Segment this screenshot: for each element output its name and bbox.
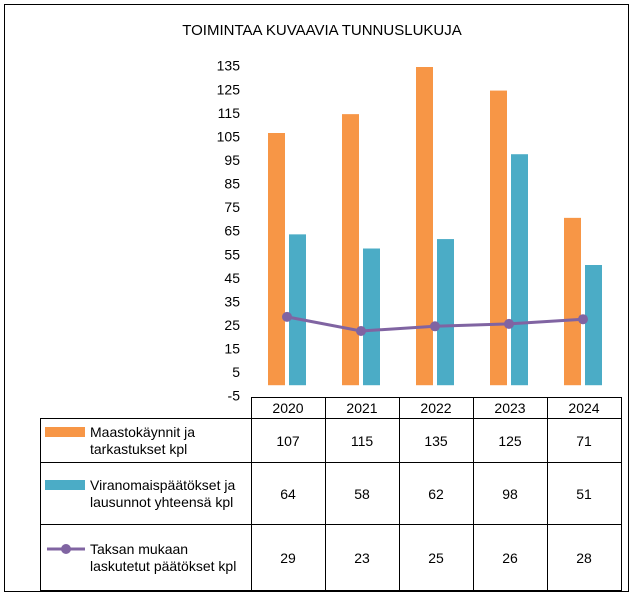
bar <box>363 248 380 386</box>
bar <box>490 90 507 386</box>
legend-label: Taksan mukaan laskutetut päätökset kpl <box>90 540 237 574</box>
legend-marker <box>45 541 87 558</box>
bar <box>437 239 454 386</box>
bar <box>564 217 581 386</box>
y-tick-label: 135 <box>217 58 241 74</box>
x-tick-label: 2024 <box>546 397 622 419</box>
x-tick-label: 2023 <box>472 397 548 419</box>
table-value: 62 <box>398 462 474 525</box>
y-tick-label: 45 <box>224 270 240 286</box>
y-tick-label: 25 <box>224 317 240 333</box>
table-header-row: 2020 2021 2022 2023 2024 <box>40 397 622 419</box>
table-row: Taksan mukaan laskutetut päätökset kpl 29… <box>40 524 622 591</box>
x-tick-label: 2021 <box>324 397 400 419</box>
legend-label: Maastokäynnit ja tarkastukset kpl <box>90 423 196 457</box>
table-corner <box>40 397 252 419</box>
y-tick-label: 5 <box>232 364 240 380</box>
chart-title: TOIMINTAA KUVAAVIA TUNNUSLUKUJA <box>182 22 462 39</box>
y-tick-label: 95 <box>224 152 240 168</box>
table-value: 26 <box>472 524 548 591</box>
table-value: 107 <box>250 418 326 463</box>
table-value: 125 <box>472 418 548 463</box>
legend-marker <box>45 477 87 494</box>
table-value: 29 <box>250 524 326 591</box>
table-value: 51 <box>546 462 622 525</box>
y-tick-label: 85 <box>224 176 240 192</box>
bar <box>268 133 285 386</box>
table-value: 28 <box>546 524 622 591</box>
y-tick-label: 35 <box>224 293 240 309</box>
legend-cell: Taksan mukaan laskutetut päätökset kpl <box>40 524 252 591</box>
bar <box>585 265 602 386</box>
legend-entry: Maastokäynnit ja tarkastukset kpl <box>41 422 251 460</box>
y-tick-label: 75 <box>224 199 240 215</box>
y-tick-label: 55 <box>224 246 240 262</box>
legend-marker <box>45 424 87 441</box>
y-tick-label: 105 <box>217 128 241 144</box>
bar <box>416 67 433 386</box>
line-point <box>356 326 366 336</box>
legend-cell: Viranomaispäätökset ja lausunnot yhteens… <box>40 462 252 525</box>
table-value: 135 <box>398 418 474 463</box>
y-tick-label: 15 <box>224 341 240 357</box>
line-point <box>430 321 440 332</box>
bar <box>342 114 359 386</box>
table-value: 58 <box>324 462 400 525</box>
data-table: 2020 2021 2022 2023 2024 Maastokäynnit ja tar… <box>40 397 622 591</box>
table-value: 71 <box>546 418 622 463</box>
bar <box>511 154 528 386</box>
x-tick-label: 2020 <box>250 397 326 419</box>
table-value: 23 <box>324 524 400 591</box>
bar <box>289 234 306 386</box>
line-point <box>282 311 292 322</box>
legend-entry: Taksan mukaan laskutetut päätökset kpl <box>41 539 251 577</box>
table-value: 25 <box>398 524 474 591</box>
y-tick-label: 65 <box>224 223 240 239</box>
line-point <box>578 314 588 325</box>
table-value: 98 <box>472 462 548 525</box>
y-tick-label: 125 <box>217 81 241 97</box>
y-tick-label: 115 <box>218 105 241 121</box>
legend-label: Viranomaispäätökset ja lausunnot yhteens… <box>90 476 236 510</box>
table-value: 115 <box>324 418 400 463</box>
table-row: Maastokäynnit ja tarkastukset kpl 107 115 1… <box>40 418 622 463</box>
legend-cell: Maastokäynnit ja tarkastukset kpl <box>40 418 252 463</box>
line-point <box>504 318 514 329</box>
chart-border <box>4 4 629 592</box>
legend-entry: Viranomaispäätökset ja lausunnot yhteens… <box>41 475 251 513</box>
table-row: Viranomaispäätökset ja lausunnot yhteens… <box>40 462 622 525</box>
table-value: 64 <box>250 462 326 525</box>
x-tick-label: 2022 <box>398 397 474 419</box>
